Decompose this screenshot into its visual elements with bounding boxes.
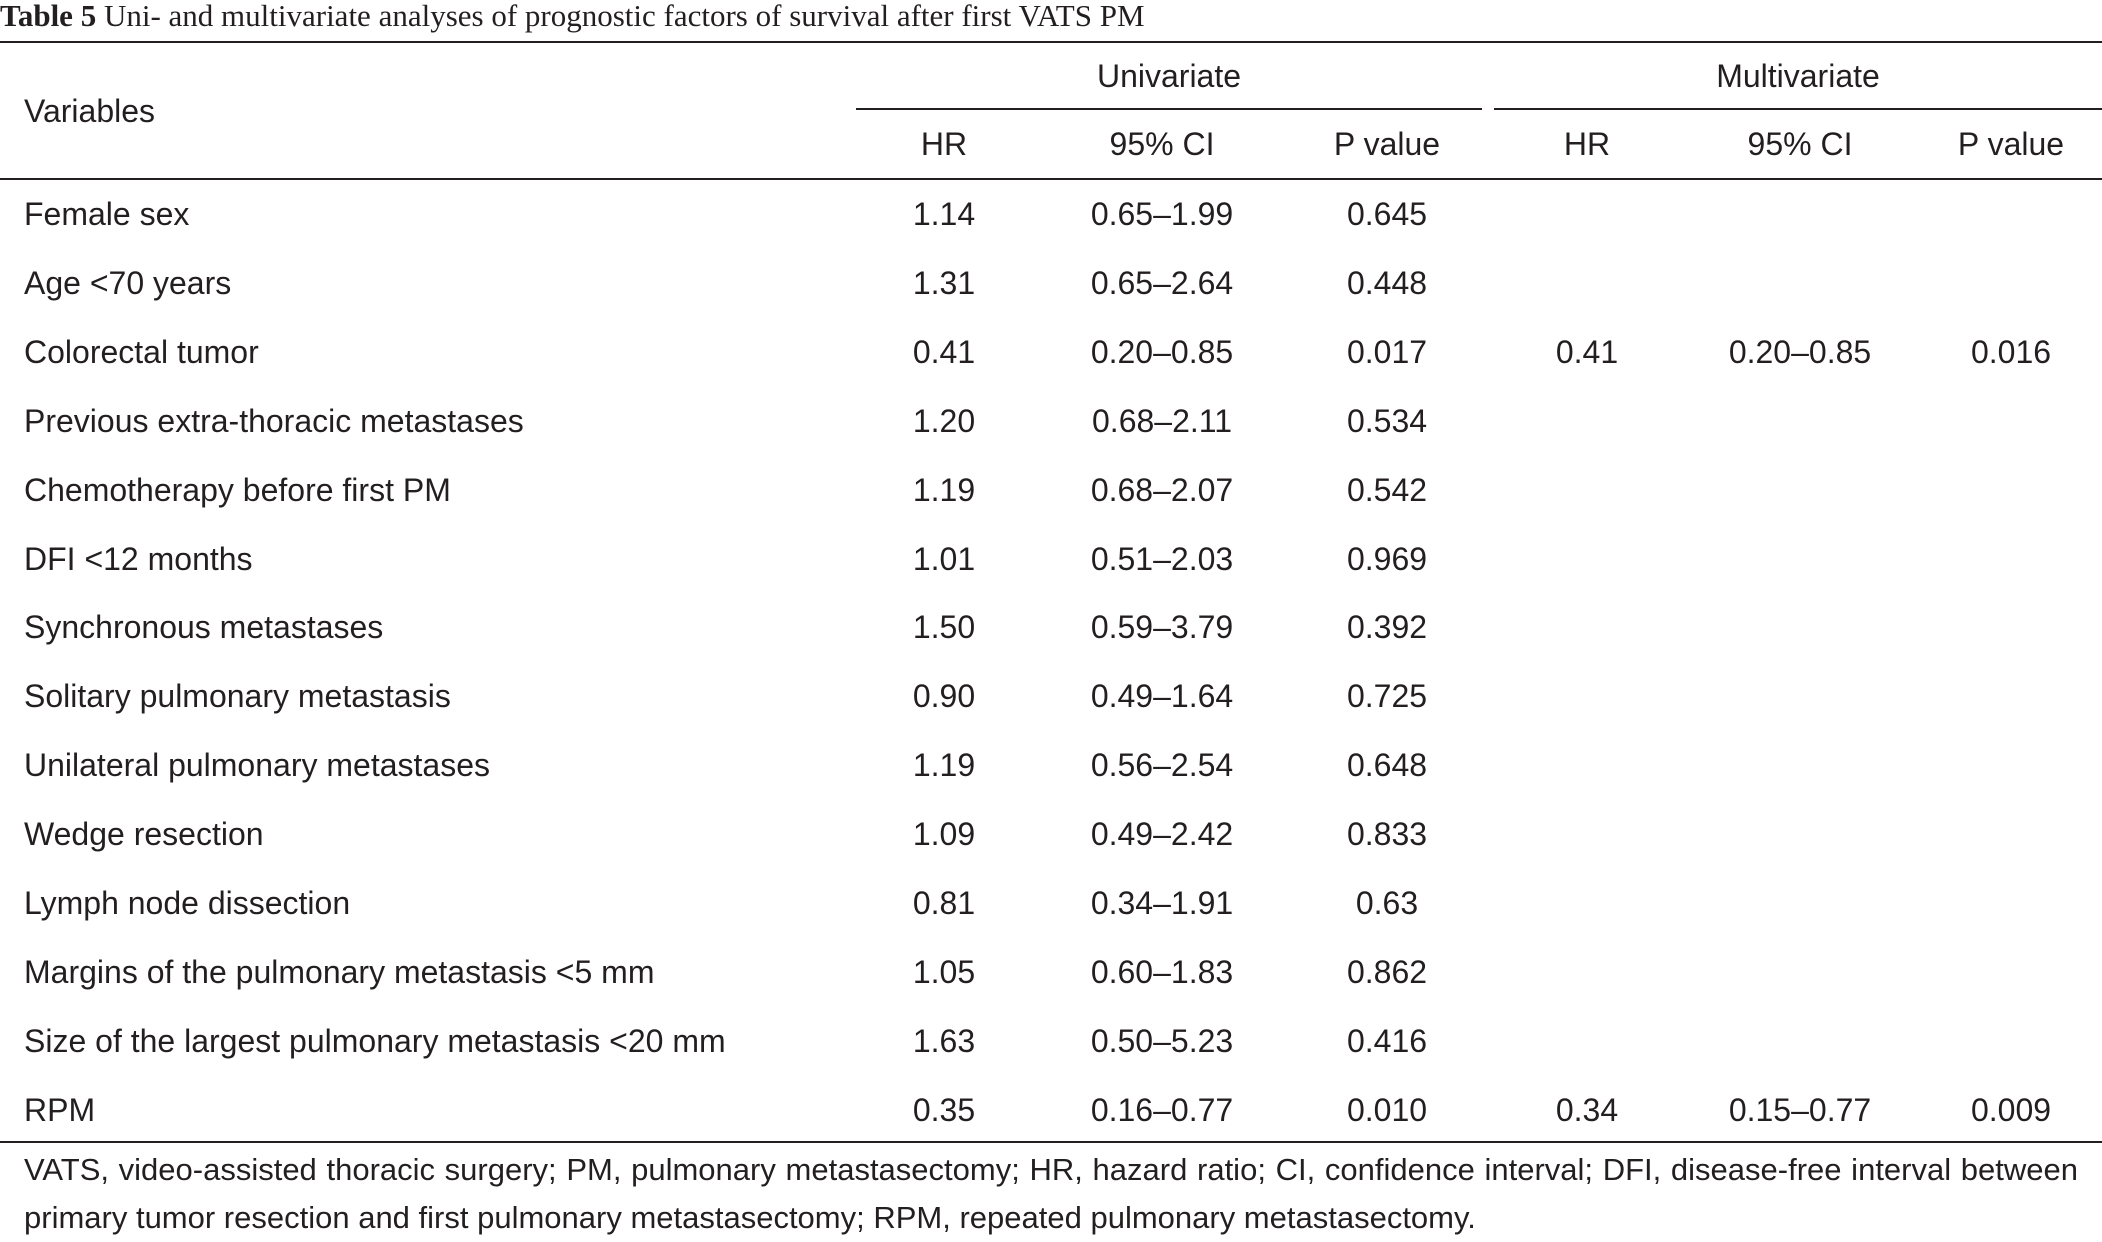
- table-caption-text: Uni- and multivariate analyses of progno…: [103, 0, 1145, 33]
- top-rule: [0, 41, 2102, 43]
- cell-uni-hr: 1.19: [912, 747, 976, 783]
- cell-variable: Unilateral pulmonary metastases: [24, 747, 490, 783]
- cell-uni-ci: 0.65–1.99: [1090, 196, 1234, 232]
- header-multivariate: Multivariate: [1716, 58, 1880, 94]
- cell-uni-hr: 1.09: [912, 816, 976, 852]
- cell-uni-hr: 1.01: [912, 541, 976, 577]
- cell-variable: Lymph node dissection: [24, 885, 351, 921]
- cell-uni-p: 0.542: [1346, 472, 1428, 508]
- cell-uni-ci: 0.68–2.07: [1090, 472, 1234, 508]
- cell-variable: Female sex: [24, 196, 190, 232]
- cell-uni-hr: 0.41: [912, 334, 976, 370]
- table-footnote: VATS, video-assisted thoracic surgery; P…: [24, 1152, 2078, 1235]
- cell-variable: Synchronous metastases: [24, 609, 384, 645]
- cell-uni-hr: 1.63: [912, 1023, 976, 1059]
- cell-variable: Size of the largest pulmonary metastasis…: [24, 1023, 726, 1059]
- univariate-underline: [856, 108, 1482, 110]
- cell-uni-ci: 0.65–2.64: [1090, 265, 1234, 301]
- cell-uni-ci: 0.20–0.85: [1090, 334, 1234, 370]
- cell-variable: Wedge resection: [24, 816, 264, 852]
- cell-uni-ci: 0.49–1.64: [1090, 678, 1234, 714]
- cell-multi-ci: 0.20–0.85: [1728, 334, 1872, 370]
- cell-variable: Previous extra-thoracic metastases: [24, 403, 524, 439]
- cell-uni-hr: 1.14: [912, 196, 976, 232]
- header-uni-p: P value: [1333, 126, 1441, 162]
- cell-uni-p: 0.63: [1355, 885, 1419, 921]
- table-caption: Table 5 Uni- and multivariate analyses o…: [0, 0, 1145, 38]
- cell-uni-ci: 0.56–2.54: [1090, 747, 1234, 783]
- cell-uni-p: 0.448: [1346, 265, 1428, 301]
- multivariate-underline: [1494, 108, 2102, 110]
- cell-variable: Margins of the pulmonary metastasis <5 m…: [24, 954, 655, 990]
- table-caption-label: Table 5: [0, 0, 97, 33]
- cell-uni-ci: 0.50–5.23: [1090, 1023, 1234, 1059]
- header-uni-ci: 95% CI: [1109, 126, 1215, 162]
- cell-multi-hr: 0.34: [1555, 1092, 1619, 1128]
- cell-variable: Solitary pulmonary metastasis: [24, 678, 451, 714]
- cell-uni-hr: 1.50: [912, 609, 976, 645]
- cell-uni-p: 0.017: [1346, 334, 1428, 370]
- cell-uni-hr: 1.05: [912, 954, 976, 990]
- cell-multi-p: 0.016: [1970, 334, 2052, 370]
- cell-uni-hr: 0.35: [912, 1092, 976, 1128]
- cell-multi-ci: 0.15–0.77: [1728, 1092, 1872, 1128]
- cell-uni-p: 0.648: [1346, 747, 1428, 783]
- header-variables: Variables: [24, 93, 156, 129]
- header-multi-hr: HR: [1563, 126, 1611, 162]
- cell-uni-ci: 0.68–2.11: [1092, 403, 1232, 439]
- header-univariate: Univariate: [1096, 58, 1242, 94]
- cell-uni-ci: 0.51–2.03: [1090, 541, 1234, 577]
- cell-multi-p: 0.009: [1970, 1092, 2052, 1128]
- cell-uni-p: 0.534: [1346, 403, 1428, 439]
- cell-uni-hr: 0.90: [912, 678, 976, 714]
- cell-uni-hr: 1.19: [912, 472, 976, 508]
- cell-variable: DFI <12 months: [24, 541, 253, 577]
- cell-variable: Chemotherapy before first PM: [24, 472, 451, 508]
- cell-variable: Colorectal tumor: [24, 334, 259, 370]
- cell-uni-ci: 0.34–1.91: [1090, 885, 1234, 921]
- header-multi-p: P value: [1957, 126, 2065, 162]
- cell-uni-p: 0.416: [1346, 1023, 1428, 1059]
- cell-uni-p: 0.862: [1346, 954, 1428, 990]
- cell-uni-p: 0.392: [1346, 609, 1428, 645]
- header-rule: [0, 178, 2102, 180]
- header-uni-hr: HR: [920, 126, 968, 162]
- cell-uni-p: 0.725: [1346, 678, 1428, 714]
- cell-uni-p: 0.010: [1346, 1092, 1428, 1128]
- cell-uni-hr: 0.81: [912, 885, 976, 921]
- cell-variable: RPM: [24, 1092, 96, 1128]
- cell-uni-p: 0.833: [1346, 816, 1428, 852]
- cell-uni-hr: 1.20: [912, 403, 976, 439]
- bottom-rule: [0, 1141, 2102, 1143]
- cell-uni-hr: 1.31: [912, 265, 976, 301]
- cell-uni-p: 0.969: [1346, 541, 1428, 577]
- cell-uni-p: 0.645: [1346, 196, 1428, 232]
- header-multi-ci: 95% CI: [1747, 126, 1853, 162]
- cell-uni-ci: 0.59–3.79: [1090, 609, 1234, 645]
- cell-uni-ci: 0.60–1.83: [1090, 954, 1234, 990]
- cell-variable: Age <70 years: [24, 265, 232, 301]
- cell-uni-ci: 0.49–2.42: [1090, 816, 1234, 852]
- cell-multi-hr: 0.41: [1555, 334, 1619, 370]
- cell-uni-ci: 0.16–0.77: [1090, 1092, 1234, 1128]
